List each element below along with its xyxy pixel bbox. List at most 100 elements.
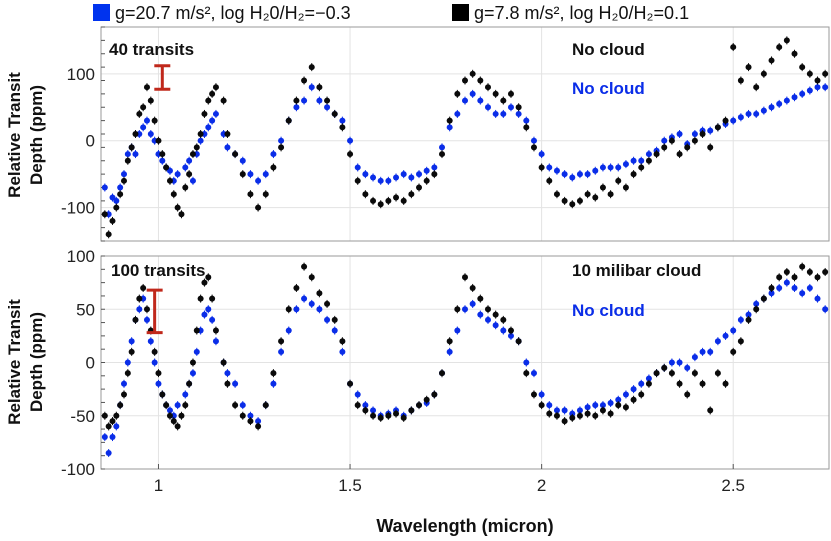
data-point-blue [760,107,767,114]
data-point-black [569,201,576,208]
data-point-black [285,117,292,124]
data-point-black [316,290,323,297]
data-point-black [446,338,453,345]
data-point-blue [753,300,760,307]
data-point-blue [615,396,622,403]
data-point-black [484,306,491,313]
data-point-black [201,279,208,286]
data-point-black [538,402,545,409]
data-point-black [324,300,331,307]
data-point-blue [270,151,277,158]
data-point-black [155,370,162,377]
data-point-black [408,191,415,198]
data-point-blue [507,104,514,111]
data-point-black [308,64,315,71]
data-point-black [822,268,829,275]
data-point-black [174,423,181,430]
data-point-black [220,359,227,366]
data-point-blue [101,184,108,191]
data-point-black [109,418,116,425]
data-point-black [477,77,484,84]
data-point-black [776,44,783,51]
data-point-black [553,412,560,419]
data-point-black [806,268,813,275]
data-point-blue [205,124,212,131]
data-point-blue [546,164,553,171]
data-point-black [331,110,338,117]
data-point-black [661,144,668,151]
data-point-blue [377,177,384,184]
data-point-black [760,70,767,77]
x-tick-label: 1.5 [338,476,362,495]
data-point-black [262,402,269,409]
data-point-blue [799,290,806,297]
data-point-blue [331,327,338,334]
data-point-blue [316,306,323,313]
data-point-blue [370,174,377,181]
data-point-black [109,217,116,224]
data-point-black [622,404,629,411]
data-point-black [124,370,131,377]
data-point-black [377,414,384,421]
data-point-blue [477,311,484,318]
data-point-blue [530,137,537,144]
data-point-black [186,171,193,178]
data-point-black [232,151,239,158]
data-point-black [362,191,369,198]
data-point-black [707,144,714,151]
data-point-blue [293,306,300,313]
data-point-black [270,164,277,171]
data-point-blue [109,434,116,441]
data-point-black [224,131,231,137]
top-panel: -100 0 100 Relative Transit Depth (ppm) 40… [5,26,830,242]
data-point-blue [393,174,400,181]
data-point-blue [737,316,744,323]
data-point-blue [174,402,181,409]
bottom-annotation-black: 10 milibar cloud [572,261,701,280]
data-point-blue [189,370,196,377]
data-point-blue [155,380,162,387]
data-point-blue [120,380,127,387]
data-point-black [607,410,614,417]
data-point-black [117,191,124,198]
top-annotation-blue: No cloud [572,79,645,98]
data-point-blue [745,110,752,117]
data-point-blue [538,391,545,398]
data-point-blue [247,412,254,419]
data-point-black [308,274,315,281]
data-point-blue [791,94,798,101]
data-point-blue [561,407,568,414]
data-point-black [791,50,798,57]
data-point-blue [592,167,599,174]
bottom-error-bar [146,288,163,335]
data-point-blue [806,284,813,291]
data-point-black [186,380,193,387]
data-point-blue [676,359,683,366]
data-point-black [105,231,112,238]
data-point-blue [737,114,744,121]
bottom-ylabel-line2: Depth (ppm) [27,312,46,412]
data-point-blue [189,177,196,184]
data-point-blue [316,97,323,104]
data-point-blue [783,279,790,286]
data-point-black [212,327,219,334]
data-point-blue [385,177,392,184]
bottom-data-points [101,262,829,458]
data-point-blue [128,338,135,345]
data-point-blue [113,197,120,204]
data-point-blue [722,332,729,339]
data-point-blue [730,117,737,124]
data-point-blue [124,359,131,366]
data-point-blue [607,399,614,406]
data-point-blue [469,300,476,307]
top-y-ticks: -100 0 100 [61,26,105,242]
data-point-blue [182,164,189,171]
data-point-blue [462,306,468,313]
data-point-black [316,84,323,91]
data-point-blue [630,386,637,393]
data-point-blue [507,332,514,339]
x-axis-label: Wavelength (micron) [376,516,553,536]
data-point-black [484,84,491,91]
bottom-ytick-label: 100 [67,247,95,266]
